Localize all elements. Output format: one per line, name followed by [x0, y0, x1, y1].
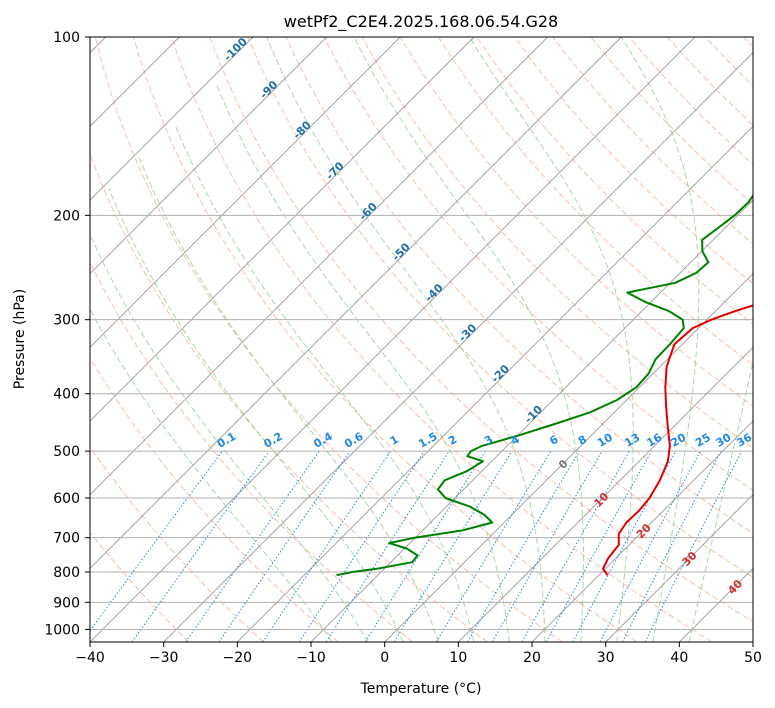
y-tick-label: 400 [53, 387, 80, 403]
x-axis-title: Temperature (°C) [360, 681, 482, 697]
isotherm [310, 199, 753, 642]
x-tick-label: −30 [149, 650, 179, 666]
plot-frame [89, 36, 754, 643]
isotherm [384, 273, 753, 642]
dry-adiabat [437, 37, 753, 366]
mixing-ratio-line [298, 450, 425, 642]
dry-adiabat [90, 531, 190, 642]
x-tick-label: 20 [523, 650, 541, 666]
x-tick-label: −10 [296, 650, 326, 666]
isotherm [531, 420, 753, 642]
y-tick-label: 300 [53, 313, 80, 329]
mixing-ratio-line [435, 450, 552, 642]
isotherm [90, 37, 327, 275]
y-axis-title: Pressure (hPa) [12, 289, 28, 389]
x-tick-label: 30 [597, 650, 615, 666]
isotherm [237, 125, 753, 642]
pressure-grid [90, 37, 753, 630]
dry-adiabat [90, 152, 488, 642]
mixing-ratio-line [364, 450, 486, 642]
x-tick-label: 0 [380, 650, 389, 666]
isotherm [90, 37, 401, 348]
moist-adiabat [353, 37, 584, 642]
y-tick-label: 600 [53, 491, 80, 507]
chart-title: wetPf2_C2E4.2025.168.06.54.G28 [284, 12, 558, 32]
x-tick-label: 50 [744, 650, 762, 666]
dry-adiabat [247, 37, 753, 578]
isotherm [458, 346, 753, 642]
x-tick-label: 10 [449, 650, 467, 666]
dry-adiabat [361, 37, 753, 449]
dry-adiabat [514, 37, 753, 285]
isotherm [90, 37, 548, 496]
dry-adiabat [94, 37, 563, 642]
mixing-ratio-line [521, 450, 630, 642]
y-tick-label: 800 [53, 565, 80, 581]
moist-adiabat [138, 157, 439, 642]
mixing-ratio-line [572, 450, 677, 642]
dewpoint-profile [336, 193, 753, 577]
isotherm [90, 37, 696, 642]
y-tick-label: 100 [53, 30, 80, 46]
isotherm [90, 37, 622, 569]
x-tick-label: 40 [670, 650, 688, 666]
isotherm [163, 52, 753, 642]
y-tick-label: 500 [53, 444, 80, 460]
mixing-ratio-line [599, 450, 701, 642]
mixing-ratio-line [262, 450, 392, 642]
y-tick-label: 200 [53, 208, 80, 224]
dry-adiabat [285, 37, 753, 535]
temperature-profile [602, 304, 753, 576]
isotherm [90, 37, 475, 422]
mixing-ratio-line [621, 450, 722, 642]
y-tick-label: 700 [53, 531, 80, 547]
moist-adiabat [90, 308, 333, 642]
x-axis: −40 −30 −20 −10 0 10 20 30 40 50 [75, 642, 762, 666]
mixing-ratio-line [131, 450, 270, 642]
dry-adiabat [90, 446, 264, 642]
plot-area [90, 37, 753, 642]
dry-adiabat [399, 37, 753, 407]
mixing-ratio-line [545, 450, 653, 642]
dry-adiabat [171, 37, 712, 642]
moist-adiabat [469, 37, 634, 642]
x-tick-label: −40 [75, 650, 105, 666]
series-lines [336, 193, 753, 577]
mixing-ratio-line [218, 450, 351, 642]
moist-adiabat [688, 358, 753, 642]
y-axis: 100 200 300 400 500 600 700 800 900 1000 [44, 30, 90, 638]
mixing-ratio-line [644, 450, 743, 642]
x-tick-label: −20 [223, 650, 253, 666]
y-tick-label: 1000 [44, 622, 80, 638]
moist-adiabat [90, 232, 369, 642]
y-tick-label: 900 [53, 595, 80, 611]
moist-adiabat [620, 37, 700, 642]
dry-adiabat [209, 37, 753, 623]
moist-adiabat [108, 188, 404, 642]
dry-adiabat [132, 37, 638, 642]
background-lines [90, 37, 753, 642]
isotherm [90, 37, 254, 201]
mixing-ratio-line [325, 450, 450, 642]
mixing-ratio-line [393, 450, 513, 642]
isotherm [605, 494, 753, 642]
mixing-ratio-line [185, 450, 320, 642]
mixing-ratio-line [90, 450, 223, 632]
moist-adiabat [266, 37, 546, 642]
